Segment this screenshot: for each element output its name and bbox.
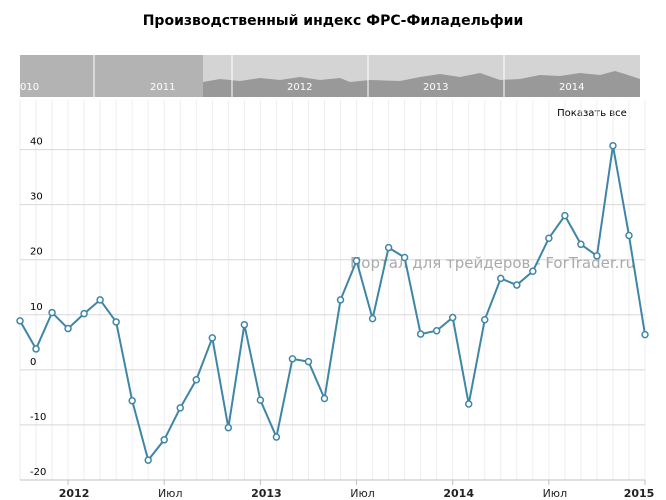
point	[144, 456, 152, 464]
watermark: Портал для трейдеров - ForTrader.ru	[350, 254, 635, 272]
point	[96, 296, 104, 304]
x-tick-label: 2013	[251, 487, 282, 500]
point	[352, 257, 361, 265]
point	[480, 315, 489, 324]
y-tick-label: -20	[30, 467, 46, 478]
point	[256, 396, 265, 404]
point	[192, 376, 201, 384]
point	[384, 243, 393, 252]
point	[432, 327, 441, 335]
x-tick-label: 2015	[624, 487, 655, 500]
navigator-label: 2013	[423, 82, 448, 93]
point	[609, 141, 617, 150]
navigator-label: 2014	[559, 82, 584, 93]
point	[400, 253, 409, 262]
point	[577, 240, 585, 249]
point	[336, 296, 345, 304]
reset-zoom-button[interactable]: Показать все	[557, 108, 627, 119]
y-tick-label: 20	[30, 247, 43, 258]
point	[128, 396, 136, 405]
x-tick-label: Июл	[350, 487, 375, 500]
y-tick-label: 0	[30, 357, 36, 368]
navigator-area	[203, 71, 640, 97]
point	[529, 267, 537, 276]
y-tick-label: -10	[30, 412, 46, 423]
x-tick-label: Июл	[158, 487, 183, 500]
point	[112, 318, 120, 326]
point	[368, 314, 377, 323]
x-tick-label: 2014	[443, 487, 474, 500]
point	[304, 357, 313, 366]
point	[513, 281, 521, 289]
point	[641, 330, 649, 339]
point	[497, 274, 505, 283]
point	[320, 394, 329, 403]
y-tick-label: 40	[30, 137, 43, 148]
point	[64, 324, 72, 333]
point	[48, 308, 56, 317]
point	[464, 400, 473, 408]
series-line	[19, 145, 646, 463]
x-tick-label: Июл	[543, 487, 568, 500]
navigator-label: 2012	[287, 82, 312, 93]
navigator-label: 2011	[150, 82, 175, 93]
point	[176, 404, 185, 412]
point	[16, 317, 24, 325]
point	[593, 252, 601, 260]
point	[561, 211, 569, 220]
point	[272, 433, 281, 441]
x-tick-label: 2012	[59, 487, 90, 500]
navigator[interactable]: 010 2011 2012 2013 2014	[20, 55, 640, 97]
point	[240, 320, 249, 329]
y-tick-label: 30	[30, 192, 43, 203]
y-tick-label: 10	[30, 302, 43, 313]
point	[208, 334, 217, 342]
point	[448, 313, 457, 322]
point	[32, 345, 40, 353]
point	[80, 309, 88, 318]
point	[288, 355, 297, 363]
point	[160, 436, 168, 444]
chart-title: Производственный индекс ФРС-Филадельфии	[143, 13, 524, 29]
point	[545, 234, 553, 242]
point	[416, 330, 425, 338]
point	[224, 423, 233, 432]
navigator-mask	[20, 55, 203, 97]
navigator-label: 010	[20, 82, 39, 93]
point	[625, 231, 633, 240]
